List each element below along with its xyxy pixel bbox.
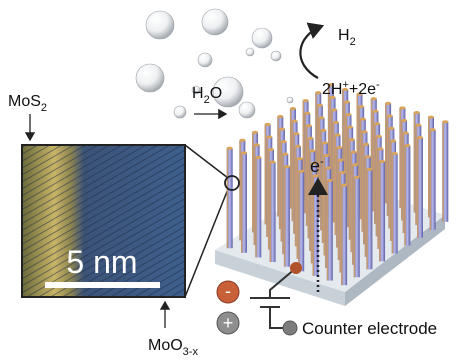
nanowire-shell xyxy=(313,176,315,276)
nanowire-shell xyxy=(374,124,376,224)
bubble xyxy=(202,9,228,35)
nanowire-shell xyxy=(360,119,362,219)
nanowire-shell xyxy=(339,173,341,273)
reaction-label: 2H++2e- xyxy=(322,79,380,98)
nanowire-shell xyxy=(366,169,368,269)
nanowire-shell xyxy=(338,160,340,260)
nanowire-shell xyxy=(277,117,279,217)
mos2-label: MoS2 xyxy=(8,93,47,114)
nanowire-shell xyxy=(349,140,351,240)
h2-sub: 2 xyxy=(350,36,356,48)
h2-h: H xyxy=(338,27,350,44)
nanowire-shell xyxy=(270,162,272,262)
nanowire-shell xyxy=(392,153,394,253)
nanowire-shell xyxy=(333,122,335,222)
nanowire-shell xyxy=(417,138,419,238)
bubble xyxy=(198,53,212,67)
scale-label: 5 nm xyxy=(66,244,137,280)
counter-electrode: Counter electrode xyxy=(302,319,437,338)
nanowire-shell xyxy=(295,146,297,246)
nanowire-shell xyxy=(293,134,295,234)
nanowire-shell xyxy=(239,140,241,240)
reaction-a: 2H xyxy=(322,81,342,98)
nanowire-shell xyxy=(324,155,326,255)
nanowire-shell xyxy=(265,124,267,224)
nanowire-shell xyxy=(350,152,352,252)
nanowire-shell xyxy=(306,126,308,226)
nanowire-shell xyxy=(254,145,256,245)
nanowire-shell xyxy=(415,125,417,225)
diagram: 5 nm e- - + Counter electrode MoS2 MoO3-… xyxy=(0,0,468,360)
nanowire-shell xyxy=(284,167,286,267)
mos2-sub: 2 xyxy=(41,102,47,114)
bubble xyxy=(239,102,255,118)
nanowire-shell xyxy=(227,148,229,248)
nanowire-shell xyxy=(354,177,356,277)
nanowire-shell xyxy=(281,142,283,242)
tem-inset: 5 nm xyxy=(22,145,185,297)
moo3x-sub: 3-x xyxy=(183,346,199,358)
nanowire-shell xyxy=(341,185,343,285)
nanowire-shell xyxy=(387,116,389,216)
nanowire-shell xyxy=(399,108,401,208)
nanowire-shell xyxy=(379,161,381,261)
bubble xyxy=(146,11,174,39)
nanowire-shell xyxy=(430,130,432,230)
nanowire-shell xyxy=(335,135,337,235)
mos2-base: MoS xyxy=(8,93,41,110)
moo3x-label: MoO3-x xyxy=(148,337,198,358)
h2-label: H2 xyxy=(338,27,356,48)
nanowire-shell xyxy=(311,163,313,263)
h2o-o: O xyxy=(210,85,222,102)
electron-sup: - xyxy=(320,156,324,168)
nanowire-shell xyxy=(241,153,243,253)
nanowire-shell xyxy=(292,121,294,221)
nanowire-shell xyxy=(385,103,387,203)
nanowire-shell xyxy=(320,130,322,230)
nanowire-shell xyxy=(428,117,430,217)
h2o-h: H xyxy=(192,85,204,102)
nanowire-shell xyxy=(252,132,254,232)
nanowire-shell xyxy=(363,144,365,244)
nanowire-shell xyxy=(268,150,270,250)
nanowire-shell xyxy=(279,129,281,229)
bubble xyxy=(174,106,186,118)
nanowire-shell xyxy=(325,168,327,268)
plus: + xyxy=(223,313,234,333)
bubble xyxy=(246,48,254,56)
nanowire-shell xyxy=(390,141,392,241)
nanowire-shell xyxy=(361,132,363,232)
reaction-sup-b: - xyxy=(376,79,380,91)
nanowire-shell xyxy=(266,137,268,237)
electron: e xyxy=(310,156,320,176)
nanowire-shell xyxy=(282,154,284,254)
nanowire-shell xyxy=(401,120,403,220)
nanowire-shell xyxy=(352,165,354,265)
nanowire-shell xyxy=(372,111,374,211)
bubble xyxy=(136,64,164,92)
nanowire-shell xyxy=(308,138,310,238)
nanowire-shell xyxy=(442,122,444,222)
bubble xyxy=(252,28,272,48)
nanowire-shell xyxy=(327,181,329,281)
bubble xyxy=(287,97,293,103)
nanowire-shell xyxy=(404,146,406,246)
bubble xyxy=(271,51,281,61)
nanowire-shell xyxy=(298,171,300,271)
nanowire-shell xyxy=(336,148,338,248)
nanowire-shell xyxy=(376,136,378,236)
nanowire-shell xyxy=(347,127,349,227)
nanowire-shell xyxy=(290,109,292,209)
nanowire-shell xyxy=(297,159,299,259)
reaction-b: +2e xyxy=(349,81,376,98)
nanowire-shell xyxy=(365,157,367,257)
minus: - xyxy=(225,281,231,301)
nanowire-shell xyxy=(414,113,416,213)
moo3x-base: MoO xyxy=(148,337,183,354)
nanowire-shell xyxy=(403,133,405,233)
nanowire-shell xyxy=(304,113,306,213)
nanowire-shell xyxy=(388,128,390,228)
nanowire-shell xyxy=(377,149,379,249)
nanowire-shell xyxy=(255,157,256,257)
